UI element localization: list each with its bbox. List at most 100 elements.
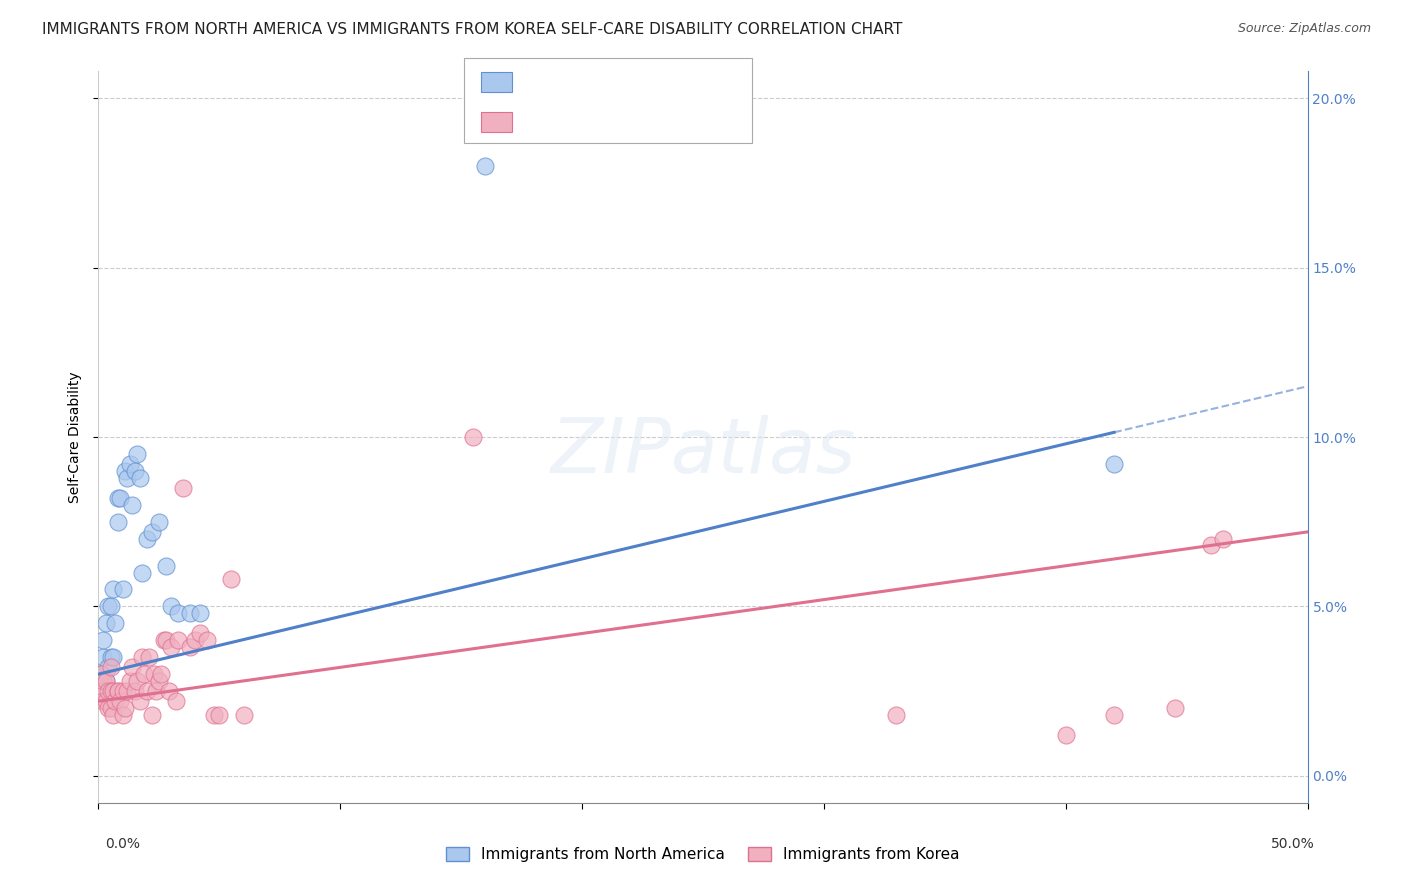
Point bbox=[221, 572, 243, 586]
Point bbox=[111, 582, 134, 597]
Point bbox=[184, 633, 207, 648]
Text: N =: N = bbox=[612, 75, 645, 89]
Text: R =: R = bbox=[516, 75, 550, 89]
Point bbox=[91, 650, 114, 665]
Point bbox=[165, 694, 187, 708]
Point bbox=[167, 633, 190, 648]
Point bbox=[179, 606, 201, 620]
Point bbox=[1199, 538, 1222, 552]
Point bbox=[141, 707, 163, 722]
Point bbox=[101, 582, 124, 597]
Point bbox=[195, 633, 218, 648]
Point bbox=[135, 684, 157, 698]
Point bbox=[232, 707, 254, 722]
Point bbox=[100, 660, 122, 674]
Point bbox=[94, 673, 117, 688]
Text: IMMIGRANTS FROM NORTH AMERICA VS IMMIGRANTS FROM KOREA SELF-CARE DISABILITY CORR: IMMIGRANTS FROM NORTH AMERICA VS IMMIGRA… bbox=[42, 22, 903, 37]
Point bbox=[141, 524, 163, 539]
Point bbox=[167, 606, 190, 620]
Point bbox=[188, 606, 211, 620]
Point bbox=[107, 684, 129, 698]
Point bbox=[172, 481, 194, 495]
Point bbox=[134, 667, 156, 681]
Point bbox=[128, 694, 150, 708]
Point bbox=[117, 684, 139, 698]
Point bbox=[128, 471, 150, 485]
Y-axis label: Self-Care Disability: Self-Care Disability bbox=[67, 371, 82, 503]
Point bbox=[118, 457, 141, 471]
Point bbox=[124, 684, 146, 698]
Point bbox=[886, 707, 908, 722]
Point bbox=[97, 701, 120, 715]
Point bbox=[1102, 707, 1125, 722]
Text: 57: 57 bbox=[647, 115, 668, 129]
Text: 0.0%: 0.0% bbox=[105, 837, 141, 851]
Point bbox=[104, 694, 127, 708]
Point bbox=[90, 667, 112, 681]
Point bbox=[1163, 701, 1185, 715]
Text: 0.221: 0.221 bbox=[554, 115, 602, 129]
Point bbox=[131, 566, 153, 580]
Point bbox=[97, 599, 120, 614]
Point bbox=[127, 447, 149, 461]
Point bbox=[127, 673, 149, 688]
Text: Source: ZipAtlas.com: Source: ZipAtlas.com bbox=[1237, 22, 1371, 36]
Point bbox=[208, 707, 231, 722]
Point bbox=[97, 684, 120, 698]
Point bbox=[91, 694, 114, 708]
Point bbox=[1102, 457, 1125, 471]
Point bbox=[111, 707, 134, 722]
Point bbox=[145, 684, 167, 698]
Text: 0.434: 0.434 bbox=[554, 75, 602, 89]
Point bbox=[107, 491, 129, 505]
Point bbox=[90, 684, 112, 698]
Point bbox=[107, 515, 129, 529]
Point bbox=[90, 667, 112, 681]
Point bbox=[100, 650, 122, 665]
Text: N =: N = bbox=[612, 115, 645, 129]
Point bbox=[155, 558, 177, 573]
Point bbox=[135, 532, 157, 546]
Point bbox=[160, 599, 183, 614]
Point bbox=[204, 707, 226, 722]
Point bbox=[143, 667, 166, 681]
Point bbox=[124, 464, 146, 478]
Point bbox=[94, 673, 117, 688]
Text: ZIPatlas: ZIPatlas bbox=[550, 415, 856, 489]
Point bbox=[117, 471, 139, 485]
Point bbox=[152, 633, 174, 648]
Point bbox=[114, 701, 136, 715]
Point bbox=[463, 430, 485, 444]
Point bbox=[138, 650, 160, 665]
Point bbox=[107, 684, 129, 698]
Point bbox=[97, 660, 120, 674]
Text: 36: 36 bbox=[647, 75, 668, 89]
Point bbox=[94, 694, 117, 708]
Point bbox=[91, 673, 114, 688]
Point bbox=[101, 707, 124, 722]
Point bbox=[155, 633, 177, 648]
Point bbox=[148, 515, 170, 529]
Point bbox=[100, 599, 122, 614]
Point bbox=[104, 616, 127, 631]
Text: 50.0%: 50.0% bbox=[1271, 837, 1315, 851]
Point bbox=[474, 159, 496, 173]
Point bbox=[108, 694, 131, 708]
Point bbox=[121, 660, 143, 674]
Point bbox=[114, 464, 136, 478]
Point bbox=[1212, 532, 1234, 546]
Point bbox=[100, 684, 122, 698]
Point bbox=[188, 626, 211, 640]
Point bbox=[179, 640, 201, 654]
Point bbox=[91, 633, 114, 648]
Legend: Immigrants from North America, Immigrants from Korea: Immigrants from North America, Immigrant… bbox=[440, 841, 966, 868]
Point bbox=[160, 640, 183, 654]
Point bbox=[1054, 728, 1077, 742]
Point bbox=[121, 498, 143, 512]
Point bbox=[131, 650, 153, 665]
Point bbox=[150, 667, 173, 681]
Point bbox=[111, 684, 134, 698]
Point bbox=[157, 684, 180, 698]
Point bbox=[101, 684, 124, 698]
Text: R =: R = bbox=[516, 115, 550, 129]
